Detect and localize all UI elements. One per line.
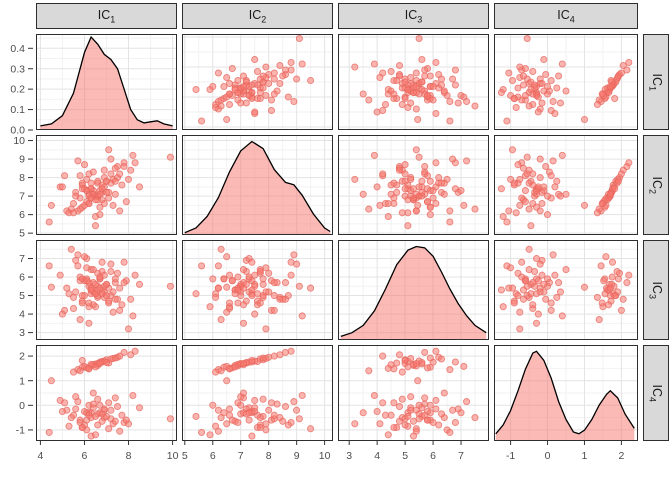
corner-spacer <box>3 3 31 29</box>
scatter-panel-ic1-vs-ic2 <box>182 34 333 130</box>
strip-right-ic1: IC1 <box>643 34 669 130</box>
scatter-panel-ic2-vs-ic3 <box>338 135 489 235</box>
svg-text:0.2: 0.2 <box>10 84 25 96</box>
strip-top-ic4: IC4 <box>494 3 638 29</box>
svg-text:6: 6 <box>210 450 216 462</box>
corner-spacer <box>643 3 669 29</box>
svg-text:1: 1 <box>582 450 588 462</box>
svg-text:7: 7 <box>19 253 25 265</box>
strip-label-ic3: IC3 <box>647 281 665 299</box>
svg-text:0.3: 0.3 <box>10 63 25 75</box>
scatter-panel-ic4-vs-ic1 <box>36 345 177 441</box>
svg-text:2: 2 <box>618 450 624 462</box>
strip-right-label-ic4: IC4 <box>648 384 665 402</box>
scatter-panel-ic3-vs-ic4 <box>494 240 638 340</box>
svg-text:4: 4 <box>374 450 380 462</box>
y-axis-ic4: -1 0 1 2 <box>16 351 33 437</box>
svg-text:-1: -1 <box>506 450 515 462</box>
scatter-panel-ic3-vs-ic2 <box>182 240 333 340</box>
strip-right-label-ic1: IC1 <box>648 73 665 91</box>
strip-label-ic1: IC1 <box>97 7 116 25</box>
y-axis-ic2: 5 6 7 8 9 10 <box>13 135 33 240</box>
svg-text:0: 0 <box>19 400 25 412</box>
corner-spacer <box>3 446 31 468</box>
svg-text:7: 7 <box>458 450 464 462</box>
svg-text:4: 4 <box>37 450 43 462</box>
svg-text:5: 5 <box>19 228 25 240</box>
strip-right-label-ic3: IC3 <box>648 281 665 299</box>
svg-text:2: 2 <box>19 351 25 363</box>
svg-text:6: 6 <box>82 450 88 462</box>
svg-text:5: 5 <box>182 450 188 462</box>
svg-text:3: 3 <box>19 327 25 339</box>
density-panel-ic4 <box>494 345 638 441</box>
svg-text:7: 7 <box>19 191 25 203</box>
scatterplot-matrix: IC1 IC2 IC3 IC4 0.0 0.1 0.2 0.3 0.4 IC1 5 6 7 8 9 10 IC2… <box>3 3 669 468</box>
svg-text:6: 6 <box>19 272 25 284</box>
density-panel-ic1 <box>36 34 177 130</box>
scatter-panel-ic3-vs-ic1 <box>36 240 177 340</box>
scatter-panel-ic2-vs-ic4 <box>494 135 638 235</box>
y-axis-density-row1: 0.0 0.1 0.2 0.3 0.4 <box>10 43 33 137</box>
y-axis-ic3: 3 4 5 6 7 <box>19 253 33 339</box>
svg-text:7: 7 <box>238 450 244 462</box>
svg-text:0: 0 <box>545 450 551 462</box>
svg-text:6: 6 <box>430 450 436 462</box>
scatter-panel-ic4-vs-ic3 <box>338 345 489 441</box>
strip-right-ic4: IC4 <box>643 345 669 441</box>
density-panel-ic2 <box>182 135 333 235</box>
scatter-panel-ic4-vs-ic2 <box>182 345 333 441</box>
svg-text:-1: -1 <box>16 425 25 437</box>
strip-top-ic1: IC1 <box>36 3 177 29</box>
svg-text:0.1: 0.1 <box>10 104 25 116</box>
svg-text:5: 5 <box>402 450 408 462</box>
strip-label-ic4: IC4 <box>647 384 665 402</box>
svg-text:8: 8 <box>126 450 132 462</box>
x-axis-ic3: 3 4 5 6 7 <box>346 440 464 462</box>
corner-spacer <box>643 446 669 468</box>
strip-label-ic1: IC1 <box>647 73 665 91</box>
svg-text:10: 10 <box>319 450 331 462</box>
svg-text:1: 1 <box>19 375 25 387</box>
svg-text:10: 10 <box>13 135 25 147</box>
strip-label-ic4: IC4 <box>557 7 575 25</box>
svg-text:6: 6 <box>19 209 25 221</box>
scatter-panel-ic2-vs-ic1 <box>36 135 177 235</box>
svg-text:8: 8 <box>266 450 272 462</box>
strip-right-label-ic2: IC2 <box>648 176 665 194</box>
svg-text:9: 9 <box>294 450 300 462</box>
strip-label-ic2: IC2 <box>248 7 267 25</box>
svg-text:0.0: 0.0 <box>10 125 25 137</box>
svg-text:4: 4 <box>19 309 25 321</box>
svg-text:10: 10 <box>167 450 179 462</box>
density-panel-ic3 <box>338 240 489 340</box>
strip-label-ic3: IC3 <box>404 7 423 25</box>
strip-label-ic2: IC2 <box>647 176 665 194</box>
strip-top-ic3: IC3 <box>338 3 489 29</box>
svg-text:0.4: 0.4 <box>10 43 25 55</box>
svg-text:3: 3 <box>346 450 352 462</box>
x-axis-ic2: 5 6 7 8 9 10 <box>182 440 331 462</box>
strip-right-ic2: IC2 <box>643 135 669 235</box>
strip-top-ic2: IC2 <box>182 3 333 29</box>
scatter-panel-ic1-vs-ic3 <box>338 34 489 130</box>
x-axis-ic1: 4 6 8 10 <box>37 440 179 462</box>
svg-text:8: 8 <box>19 172 25 184</box>
strip-right-ic3: IC3 <box>643 240 669 340</box>
x-axis-ic4: -1 0 1 2 <box>506 440 624 462</box>
svg-text:9: 9 <box>19 154 25 166</box>
svg-text:5: 5 <box>19 290 25 302</box>
scatter-panel-ic1-vs-ic4 <box>494 34 638 130</box>
